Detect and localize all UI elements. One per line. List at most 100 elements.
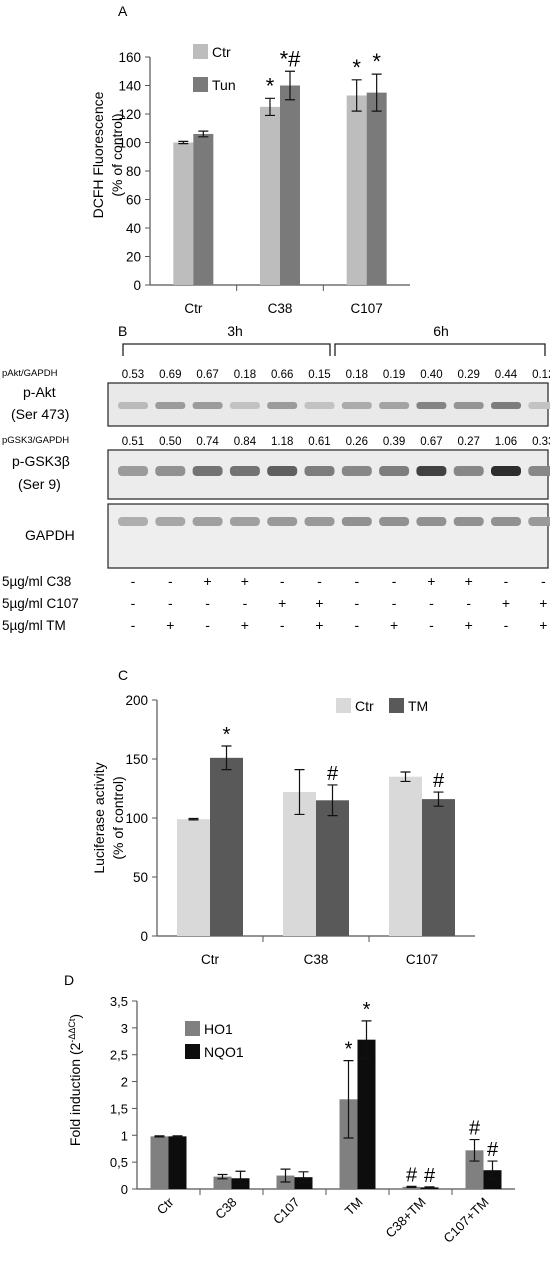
ratio-value: 0.15 — [308, 369, 330, 381]
panel-d-label: D — [64, 972, 74, 988]
significance-mark: * — [266, 73, 275, 98]
y-tick-label: 100 — [125, 811, 148, 826]
category-label: Ctr — [154, 1194, 177, 1217]
y-tick-label: 0 — [133, 278, 141, 293]
panel-b: B 3h 6h pAkt/GAPDH 0.53 0.69 0.67 0.18 0.66 0… — [2, 323, 550, 633]
bracket-6h — [334, 343, 546, 356]
blot-band — [229, 517, 260, 526]
ratio-value: 0.18 — [346, 369, 368, 381]
panel-c: C Luciferase activity (% of control) 0 50… — [91, 667, 475, 967]
legend-a-swatch-tun — [193, 77, 208, 92]
row-pgsk3-values: 0.51 0.50 0.74 0.84 1.18 0.61 0.26 0.39 0.67 0.27… — [122, 436, 550, 448]
treatment-sign: - — [168, 595, 173, 611]
blot-band — [267, 466, 298, 476]
y-tick-label: 0,5 — [110, 1155, 128, 1170]
panel-a-label: A — [118, 3, 128, 19]
blot-band — [304, 402, 335, 409]
blot-band — [528, 466, 550, 476]
significance-mark: *# — [280, 46, 302, 71]
y-tick-label: 2 — [121, 1075, 128, 1090]
category-label: C107 — [406, 952, 438, 967]
blot-pgsk3-site: (Ser 9) — [18, 476, 61, 492]
blot-band — [379, 402, 410, 409]
error-bar — [285, 70, 295, 101]
treatment-sign: + — [241, 573, 249, 589]
treatment-sign: + — [315, 595, 323, 611]
ratio-value: 0.18 — [234, 369, 256, 381]
error-bar — [221, 745, 232, 771]
panel-c-label: C — [118, 667, 128, 683]
bar — [422, 799, 455, 936]
significance-mark: # — [424, 1165, 436, 1187]
time-6h: 6h — [433, 323, 449, 339]
error-bar — [294, 769, 305, 816]
legend-c: Ctr TM — [336, 698, 428, 714]
legend-c-swatch-tm — [389, 698, 404, 713]
treatment-sign: + — [539, 617, 547, 633]
blot-band — [118, 466, 148, 476]
blot-band — [118, 517, 148, 526]
y-tick-label: 1 — [121, 1128, 128, 1143]
chart-c: 0 50 100 150 200 * Ctr # C38 # C107 — [125, 693, 475, 967]
error-bar — [298, 1171, 309, 1184]
y-tick-label: 160 — [118, 50, 141, 65]
ratio-value: 0.67 — [196, 369, 218, 381]
bar — [357, 1039, 376, 1189]
ratio-label-pakt: pAkt/GAPDH — [2, 368, 58, 379]
bar — [193, 133, 214, 285]
significance-mark: # — [469, 1118, 481, 1140]
treatment-sign: + — [204, 573, 212, 589]
panel-a-ylabel-line2: (% of control) — [109, 113, 125, 196]
treat-c107-signs: - - - - + + - - - - + + — [131, 595, 548, 611]
y-tick-label: 100 — [118, 136, 141, 151]
ratio-value: 0.69 — [159, 369, 181, 381]
treatment-sign: + — [390, 617, 398, 633]
legend-d-swatch-nqo1 — [185, 1044, 200, 1059]
ratio-value: 0.61 — [308, 436, 330, 448]
blot-gapdh — [107, 503, 549, 569]
blot-band — [491, 402, 521, 409]
treatment-sign: - — [466, 595, 471, 611]
error-bar — [361, 1020, 372, 1060]
error-bar — [371, 73, 382, 112]
blot-pakt-label: p-Akt — [23, 384, 56, 400]
y-tick-label: 120 — [118, 107, 141, 122]
error-bar — [351, 79, 362, 112]
category-label: C107+TM — [440, 1195, 491, 1246]
panel-d: D Fold induction (2-ΔΔCt) 0 0,5 1 1,5 2 2,5 3 3… — [64, 972, 515, 1246]
blot-band — [416, 402, 447, 409]
y-tick-label: 0 — [140, 929, 148, 944]
blot-band — [379, 466, 410, 476]
blot-band — [155, 402, 186, 409]
error-bar — [469, 1138, 480, 1162]
y-tick-label: 80 — [126, 164, 141, 179]
treatment-sign: + — [465, 573, 473, 589]
treatment-sign: - — [354, 595, 359, 611]
ratio-value: 0.29 — [458, 369, 480, 381]
ratio-value: 0.33 — [532, 436, 550, 448]
category-label: TM — [342, 1195, 366, 1219]
panel-b-label: B — [118, 323, 127, 339]
legend-a-tun: Tun — [212, 77, 236, 93]
ratio-value: 0.26 — [346, 436, 368, 448]
blot-band — [267, 517, 298, 526]
significance-mark: # — [433, 770, 445, 792]
error-bar — [406, 1185, 417, 1188]
blot-band — [229, 402, 260, 409]
blot-gapdh-label: GAPDH — [25, 527, 75, 543]
y-tick-label: 2,5 — [110, 1048, 128, 1063]
bar — [465, 1150, 484, 1189]
blot-band — [341, 402, 372, 409]
treatment-sign: - — [280, 573, 285, 589]
blot-band — [416, 517, 447, 526]
treat-tm-signs: - + - + - + - + - + - + — [131, 617, 548, 633]
y-tick-label: 3 — [121, 1021, 128, 1036]
ratio-value: 0.44 — [495, 369, 518, 381]
panel-d-ylabel-main: Fold induction (2 — [67, 1042, 83, 1146]
legend-c-swatch-ctr — [336, 698, 351, 713]
bar — [280, 85, 300, 285]
blot-band — [416, 466, 447, 476]
ratio-value: 0.50 — [159, 436, 181, 448]
ratio-value: 0.40 — [420, 369, 442, 381]
treatment-sign: - — [280, 617, 285, 633]
